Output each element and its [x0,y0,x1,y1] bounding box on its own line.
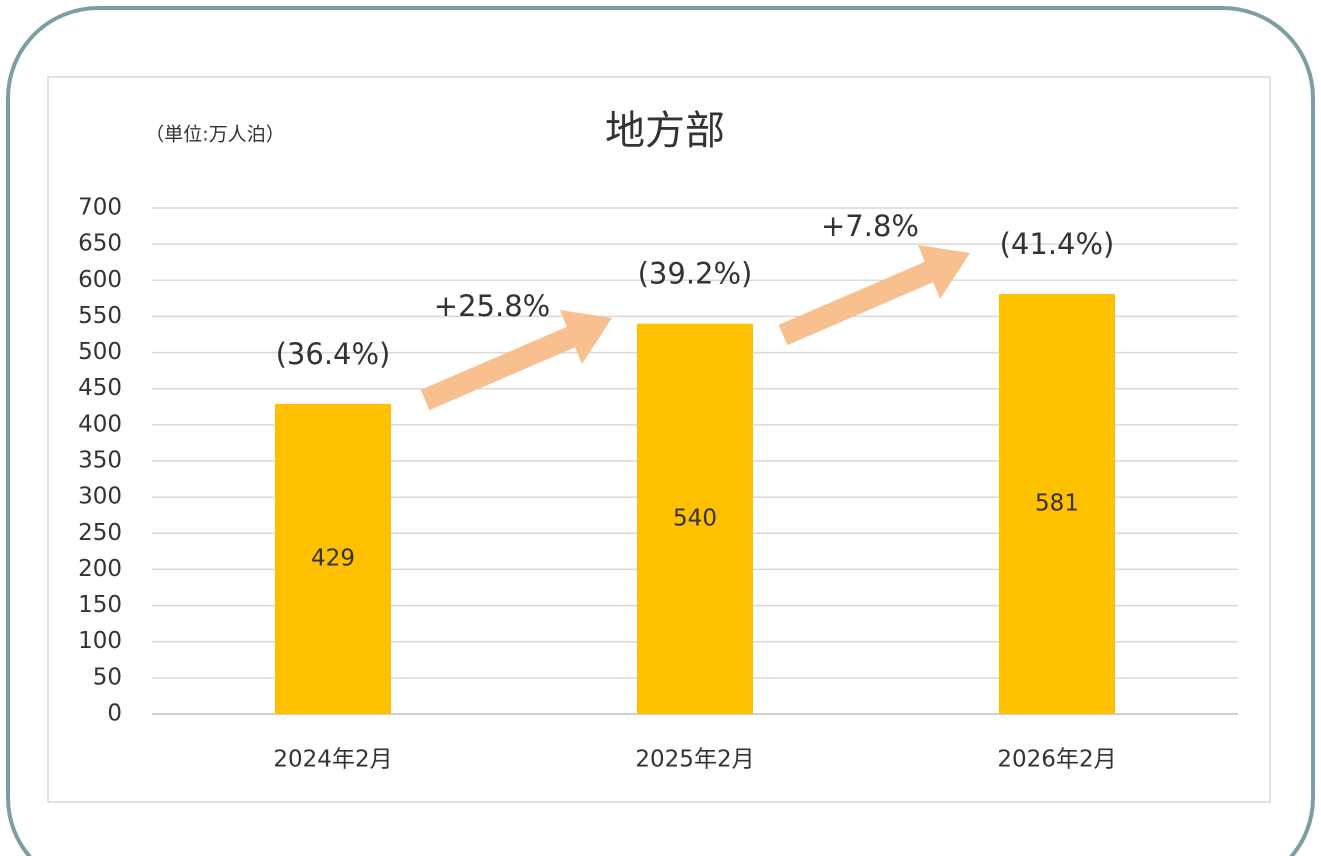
bar [275,403,391,714]
growth-label: +25.8% [434,289,550,323]
bar [999,294,1115,714]
y-tick-label: 700 [78,195,122,221]
growth-label: +7.8% [821,209,919,243]
arrow-head [918,245,970,299]
y-tick-label: 350 [78,448,122,474]
y-tick-label: 200 [78,556,122,582]
y-tick-label: 600 [78,267,122,293]
y-tick-label: 450 [78,375,122,401]
arrow-body [420,323,583,411]
y-tick-label: 300 [78,484,122,510]
y-tick-label: 100 [78,628,122,654]
arrow-body [778,258,941,346]
share-label: (41.4%) [1000,227,1115,261]
y-tick-label: 500 [78,339,122,365]
x-tick-label: 2025年2月 [635,747,754,773]
y-tick-label: 50 [93,664,122,690]
y-tick-label: 400 [78,411,122,437]
x-tick-label: 2024年2月 [273,747,392,773]
y-tick-label: 650 [78,231,122,257]
y-tick-label: 250 [78,520,122,546]
unit-label: （単位:万人泊） [145,124,284,146]
growth-arrow [420,310,612,411]
y-tick-label: 0 [107,701,122,727]
bar [637,323,753,714]
growth-arrow [778,245,970,346]
arrow-head [560,310,612,364]
y-tick-label: 150 [78,592,122,618]
x-tick-label: 2026年2月 [997,747,1116,773]
chart-area [47,76,1271,803]
share-label: (39.2%) [638,257,753,291]
data-label: 540 [673,505,717,531]
share-label: (36.4%) [276,337,391,371]
data-label: 581 [1035,491,1079,517]
chart-title: 地方部 [605,108,725,154]
data-label: 429 [311,545,355,571]
y-tick-label: 550 [78,303,122,329]
